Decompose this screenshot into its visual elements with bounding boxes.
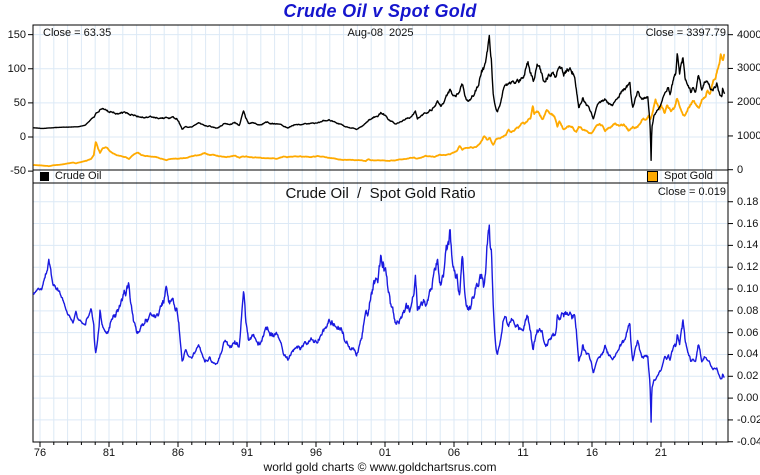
crude-axis-tick-label: 50 (13, 96, 26, 109)
ratio-close-label: Close = 0.019 (657, 186, 726, 198)
crude-oil-swatch-icon (40, 172, 49, 181)
crude-axis-tick-label: 150 (7, 28, 26, 41)
year-axis-tick-label: 16 (585, 447, 599, 459)
gold-close-label: Close = 3397.79 (645, 27, 726, 39)
legend-crude-oil-label: Crude Oil (55, 170, 102, 182)
legend-crude-oil: Crude Oil (40, 170, 101, 183)
ratio-axis-tick-label: 0.08 (737, 304, 759, 317)
ratio-axis-tick-label: 0.16 (737, 217, 759, 230)
ratio-axis-tick-label: 0.18 (737, 195, 759, 208)
ratio-axis-tick-label: 0.12 (737, 261, 759, 274)
page-title: Crude Oil v Spot Gold (283, 1, 477, 21)
ratio-axis-tick-label: -0.04 (737, 435, 760, 448)
year-axis-tick-label: 76 (33, 447, 47, 459)
gold-axis-tick-label: 1000 (737, 129, 760, 142)
year-axis-tick-label: 06 (447, 447, 461, 459)
gold-axis-tick-label: 3000 (737, 62, 760, 75)
ratio-axis-tick-label: 0.02 (737, 370, 759, 383)
ratio-axis-tick-label: 0.14 (737, 239, 759, 252)
data-series (33, 34, 726, 423)
price-panel-border (32, 24, 729, 171)
year-axis-tick-label: 91 (240, 447, 254, 459)
legend-strip-border (32, 169, 729, 184)
gold-axis-tick-label: 4000 (737, 28, 760, 41)
ratio-panel-title: Crude Oil / Spot Gold Ratio (285, 185, 476, 202)
gold-axis-tick-label: 0 (737, 163, 744, 176)
date-label: Aug-08 2025 (347, 27, 414, 39)
ratio-axis-tick-label: 0.10 (737, 283, 759, 295)
ratio-axis-tick-label: 0.04 (737, 348, 759, 361)
gold-axis-tick-label: 2000 (737, 96, 760, 109)
ratio-axis-tick-label: 0.06 (737, 326, 759, 339)
year-axis-tick-label: 81 (102, 447, 116, 459)
footer-credit: world gold charts © www.goldchartsrus.co… (263, 460, 497, 474)
year-axis-tick-label: 21 (654, 447, 668, 459)
ratio-axis-tick-label: 0.00 (737, 392, 759, 405)
crude-axis-tick-label: 0 (19, 131, 26, 143)
ratio-axis-tick-label: -0.02 (737, 413, 760, 426)
year-axis-tick-label: 11 (517, 447, 529, 459)
grid-lines (33, 25, 728, 442)
ratio-panel-border (32, 182, 729, 443)
year-axis-tick-label: 96 (309, 447, 323, 459)
crude-oil-line (33, 34, 726, 162)
spot-gold-line (33, 53, 726, 168)
ratio-line (33, 224, 725, 423)
spot-gold-swatch-icon (647, 171, 658, 182)
crude-axis-tick-label: -50 (10, 165, 26, 178)
year-axis-tick-label: 86 (171, 447, 185, 459)
legend-spot-gold-label: Spot Gold (664, 170, 713, 182)
panel-borders (32, 24, 729, 443)
axis-ticks (28, 34, 733, 447)
legend-spot-gold: Spot Gold (647, 170, 713, 183)
year-axis-tick-label: 01 (378, 447, 392, 459)
crude-axis-tick-label: 100 (7, 62, 26, 75)
crude-close-label: Close = 63.35 (43, 27, 112, 39)
